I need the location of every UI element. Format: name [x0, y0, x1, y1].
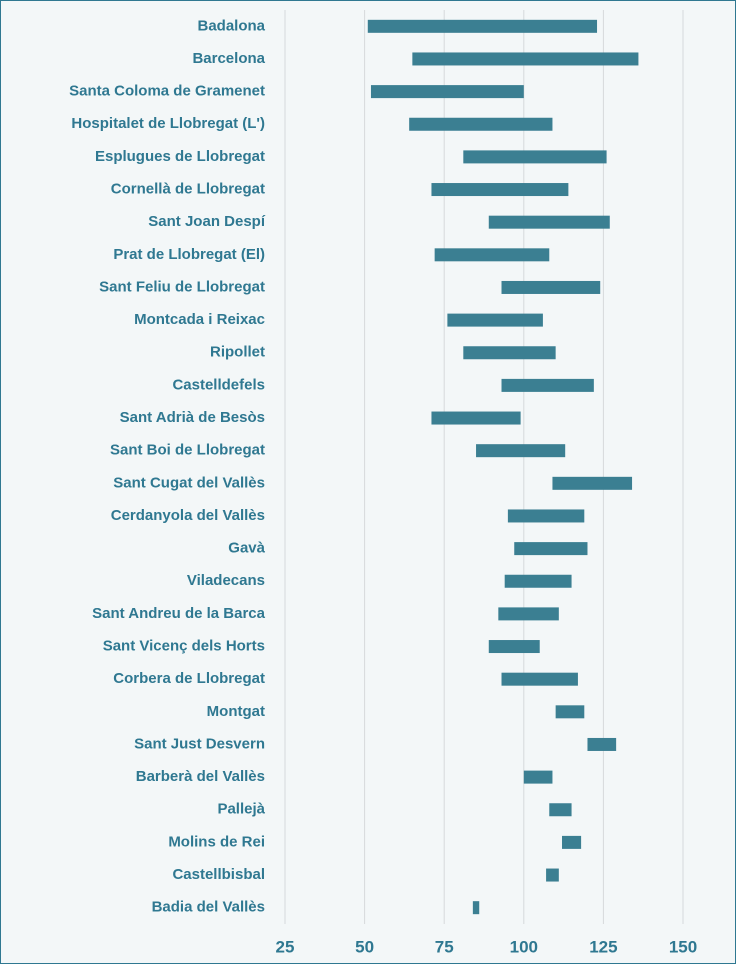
bar — [447, 313, 543, 327]
y-tick-label: Sant Just Desvern — [134, 735, 265, 752]
y-tick-label: Prat de Llobregat (El) — [113, 246, 265, 263]
y-tick-label: Castelldefels — [172, 376, 265, 393]
bar — [472, 901, 480, 915]
y-tick-label: Montcada i Reixac — [134, 311, 265, 328]
bar — [434, 248, 550, 262]
bar — [463, 346, 556, 360]
bar — [523, 770, 553, 784]
y-tick-label: Esplugues de Llobregat — [95, 148, 265, 165]
bar — [488, 640, 540, 654]
y-tick-label: Sant Joan Despí — [148, 213, 266, 230]
x-tick-label: 100 — [510, 937, 538, 956]
x-tick-label: 75 — [435, 937, 454, 956]
y-tick-label: Sant Andreu de la Barca — [92, 605, 265, 622]
bar — [476, 444, 566, 458]
bar — [498, 607, 559, 621]
y-tick-label: Santa Coloma de Gramenet — [69, 83, 265, 100]
x-tick-label: 150 — [669, 937, 697, 956]
bar — [507, 509, 585, 523]
bar — [555, 705, 585, 719]
x-tick-label: 25 — [276, 937, 295, 956]
bar — [431, 183, 569, 197]
y-tick-label: Sant Adrià de Besòs — [120, 409, 265, 426]
bar — [501, 672, 578, 686]
bar — [504, 574, 572, 588]
y-tick-label: Cornellà de Llobregat — [111, 181, 265, 198]
bar — [412, 52, 639, 66]
y-tick-label: Hospitalet de Llobregat (L') — [71, 115, 265, 132]
bar — [431, 411, 521, 425]
y-tick-label: Barcelona — [192, 50, 265, 67]
y-tick-label: Badia del Vallès — [152, 899, 265, 916]
bar — [552, 476, 633, 490]
bar — [587, 737, 617, 751]
bar — [501, 280, 601, 294]
y-tick-label: Sant Feliu de Llobregat — [99, 278, 265, 295]
y-tick-label: Badalona — [197, 17, 265, 34]
y-tick-label: Cerdanyola del Vallès — [111, 507, 265, 524]
bar — [514, 542, 588, 556]
bar — [463, 150, 607, 164]
bar — [367, 19, 598, 33]
bar — [488, 215, 610, 229]
y-tick-label: Gavà — [228, 540, 265, 557]
y-tick-label: Montgat — [207, 703, 265, 720]
y-tick-label: Corbera de Llobregat — [113, 670, 265, 687]
bar — [549, 803, 572, 817]
y-tick-label: Sant Boi de Llobregat — [110, 442, 265, 459]
y-tick-label: Molins de Rei — [168, 833, 265, 850]
y-tick-label: Sant Cugat del Vallès — [113, 474, 265, 491]
x-tick-label: 125 — [589, 937, 617, 956]
y-tick-label: Pallejà — [217, 801, 265, 818]
y-tick-label: Barberà del Vallès — [136, 768, 265, 785]
y-tick-label: Castellbisbal — [172, 866, 265, 883]
x-tick-label: 50 — [355, 937, 374, 956]
y-tick-label: Ripollet — [210, 344, 265, 361]
bar — [501, 378, 594, 392]
bar — [546, 868, 559, 882]
y-tick-label: Viladecans — [187, 572, 265, 589]
bar — [370, 85, 524, 99]
bar — [562, 835, 582, 849]
bar — [409, 117, 553, 131]
y-tick-label: Sant Vicenç dels Horts — [103, 638, 265, 655]
